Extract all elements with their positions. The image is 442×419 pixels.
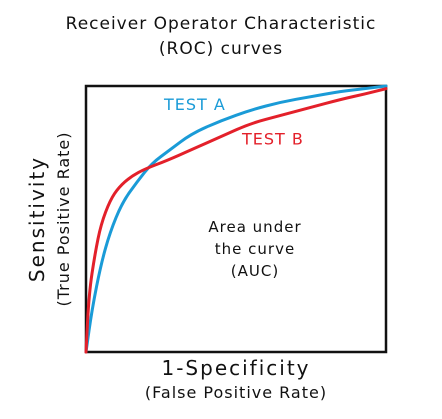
label-layer: TEST A TEST B	[163, 95, 304, 149]
x-axis-label: 1-Specificity	[161, 356, 310, 380]
series-line-test-a	[84, 84, 388, 354]
chart-title-line-1: Receiver Operator Characteristic	[66, 14, 377, 34]
y-axis-sublabel: (True Positive Rate)	[54, 131, 73, 306]
series-label-test-a: TEST A	[163, 95, 226, 114]
auc-annotation-line-3: (AUC)	[231, 262, 279, 280]
auc-annotation-line-2: the curve	[215, 240, 295, 258]
series-layer	[84, 84, 388, 354]
series-line-test-b	[84, 87, 388, 354]
series-label-test-b: TEST B	[241, 130, 304, 149]
plot-frame	[84, 84, 388, 354]
auc-annotation-line-1: Area under	[208, 218, 301, 236]
x-axis-sublabel: (False Positive Rate)	[145, 383, 327, 402]
chart-title-line-2: (ROC) curves	[159, 39, 283, 59]
y-axis-label: Sensitivity	[25, 156, 49, 282]
